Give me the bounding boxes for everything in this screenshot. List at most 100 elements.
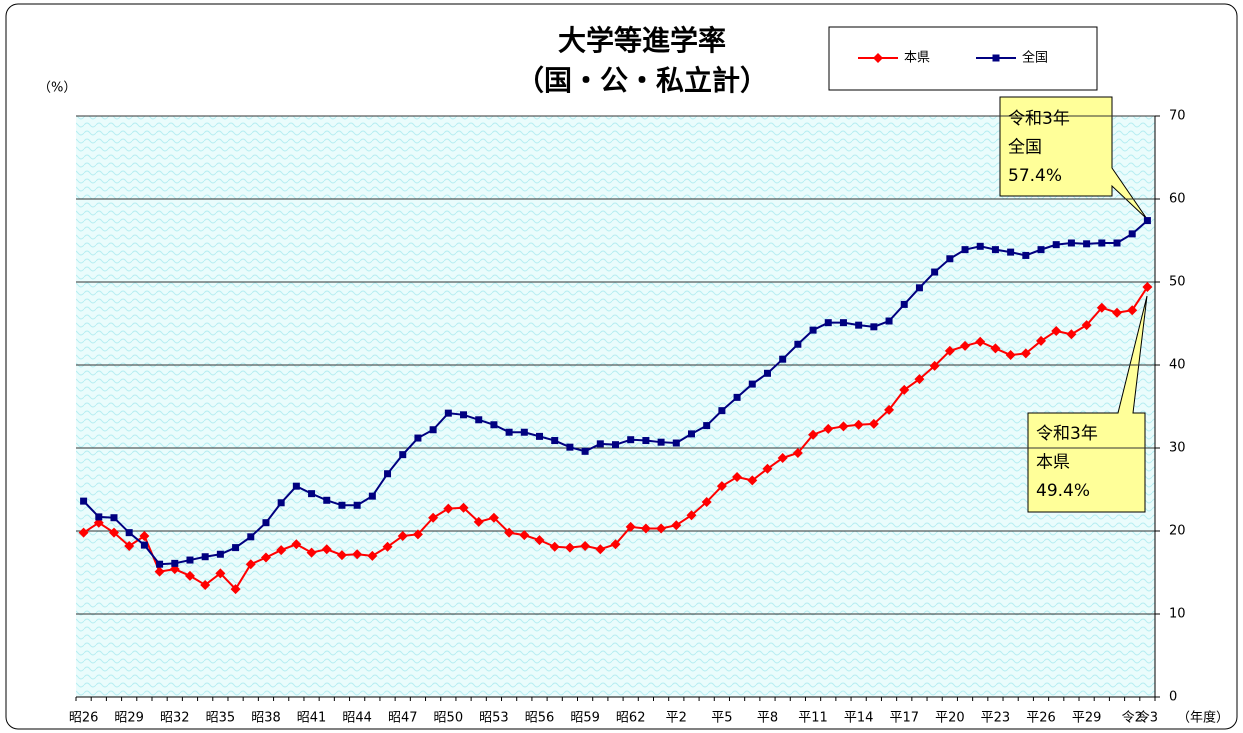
marker — [885, 317, 893, 325]
marker — [1036, 335, 1047, 346]
marker — [762, 463, 773, 474]
marker — [412, 529, 423, 540]
marker — [612, 441, 619, 449]
y-tick-label: 10 — [1169, 607, 1186, 622]
marker — [277, 499, 285, 507]
marker — [823, 423, 834, 434]
marker — [716, 481, 727, 492]
marker — [262, 519, 270, 527]
marker — [475, 416, 483, 424]
marker — [855, 321, 863, 329]
marker — [367, 550, 378, 561]
chart-subtitle: （国・公・私立計） — [516, 64, 768, 97]
marker — [1098, 239, 1106, 247]
marker — [245, 559, 256, 570]
marker — [1128, 230, 1136, 238]
x-tick-label: 平14 — [844, 711, 874, 726]
x-tick-label: 平8 — [757, 711, 778, 726]
marker — [929, 360, 940, 371]
marker — [156, 560, 164, 568]
marker — [992, 54, 1000, 62]
x-tick-label: 昭53 — [479, 711, 509, 726]
marker — [490, 421, 498, 429]
marker — [944, 345, 955, 356]
y-tick-label: 20 — [1169, 524, 1186, 539]
marker — [748, 380, 756, 388]
marker — [186, 556, 194, 564]
marker — [914, 374, 925, 385]
marker — [306, 547, 317, 558]
legend-label: 本県 — [904, 51, 930, 66]
marker — [1037, 246, 1045, 254]
marker — [80, 497, 88, 505]
marker — [809, 326, 817, 334]
marker — [1020, 348, 1031, 359]
marker — [868, 418, 879, 429]
x-tick-label: 昭62 — [616, 711, 646, 726]
marker — [139, 530, 150, 541]
marker — [839, 319, 847, 327]
marker — [1066, 329, 1077, 340]
marker — [733, 393, 741, 401]
callout-text: 令和3年 — [1008, 109, 1070, 129]
marker — [792, 447, 803, 458]
marker — [1142, 281, 1153, 292]
marker — [581, 447, 589, 455]
marker — [976, 242, 984, 250]
marker — [308, 490, 316, 498]
marker — [625, 521, 636, 532]
marker — [990, 343, 1001, 354]
marker — [154, 566, 165, 577]
marker — [534, 535, 545, 546]
x-tick-label: 昭59 — [570, 711, 600, 726]
x-tick-label: 昭29 — [114, 711, 144, 726]
x-tick-label: 平11 — [798, 711, 828, 726]
callout-text: 57.4% — [1008, 166, 1062, 186]
callout-text: 令和3年 — [1036, 424, 1098, 444]
marker — [200, 579, 211, 590]
marker — [551, 437, 559, 445]
marker — [870, 323, 878, 331]
marker — [384, 470, 392, 478]
callout-text: 49.4% — [1036, 481, 1090, 501]
marker — [549, 541, 560, 552]
callout-text: 本県 — [1036, 453, 1070, 473]
marker — [642, 437, 650, 445]
marker — [78, 527, 89, 538]
marker — [292, 482, 300, 490]
marker — [915, 284, 923, 292]
marker — [353, 501, 361, 509]
marker — [473, 516, 484, 527]
marker — [504, 527, 515, 538]
marker — [566, 443, 574, 451]
y-tick-label: 40 — [1169, 358, 1186, 373]
marker — [291, 539, 302, 550]
marker — [520, 428, 528, 436]
x-axis-label: （年度） — [1177, 710, 1229, 726]
marker — [672, 439, 680, 447]
marker — [657, 438, 665, 446]
x-tick-label: 平20 — [935, 711, 965, 726]
marker — [1067, 239, 1075, 247]
marker — [368, 492, 376, 500]
marker — [444, 409, 452, 417]
marker — [215, 568, 226, 579]
marker — [1112, 307, 1123, 318]
marker — [610, 539, 621, 550]
marker — [321, 544, 332, 555]
plot-area — [76, 116, 1155, 697]
chart-title: 大学等進学率 — [558, 24, 726, 57]
x-tick-label: 平23 — [981, 711, 1011, 726]
marker — [1051, 325, 1062, 336]
marker — [414, 434, 422, 442]
marker — [884, 404, 895, 415]
y-tick-label: 60 — [1169, 192, 1186, 207]
marker — [488, 512, 499, 523]
marker — [1007, 248, 1015, 256]
marker — [991, 246, 999, 254]
marker — [458, 502, 469, 513]
marker — [1113, 239, 1121, 247]
marker — [671, 520, 682, 531]
x-tick-label: 昭35 — [206, 711, 236, 726]
x-tick-label: 平2 — [666, 711, 687, 726]
